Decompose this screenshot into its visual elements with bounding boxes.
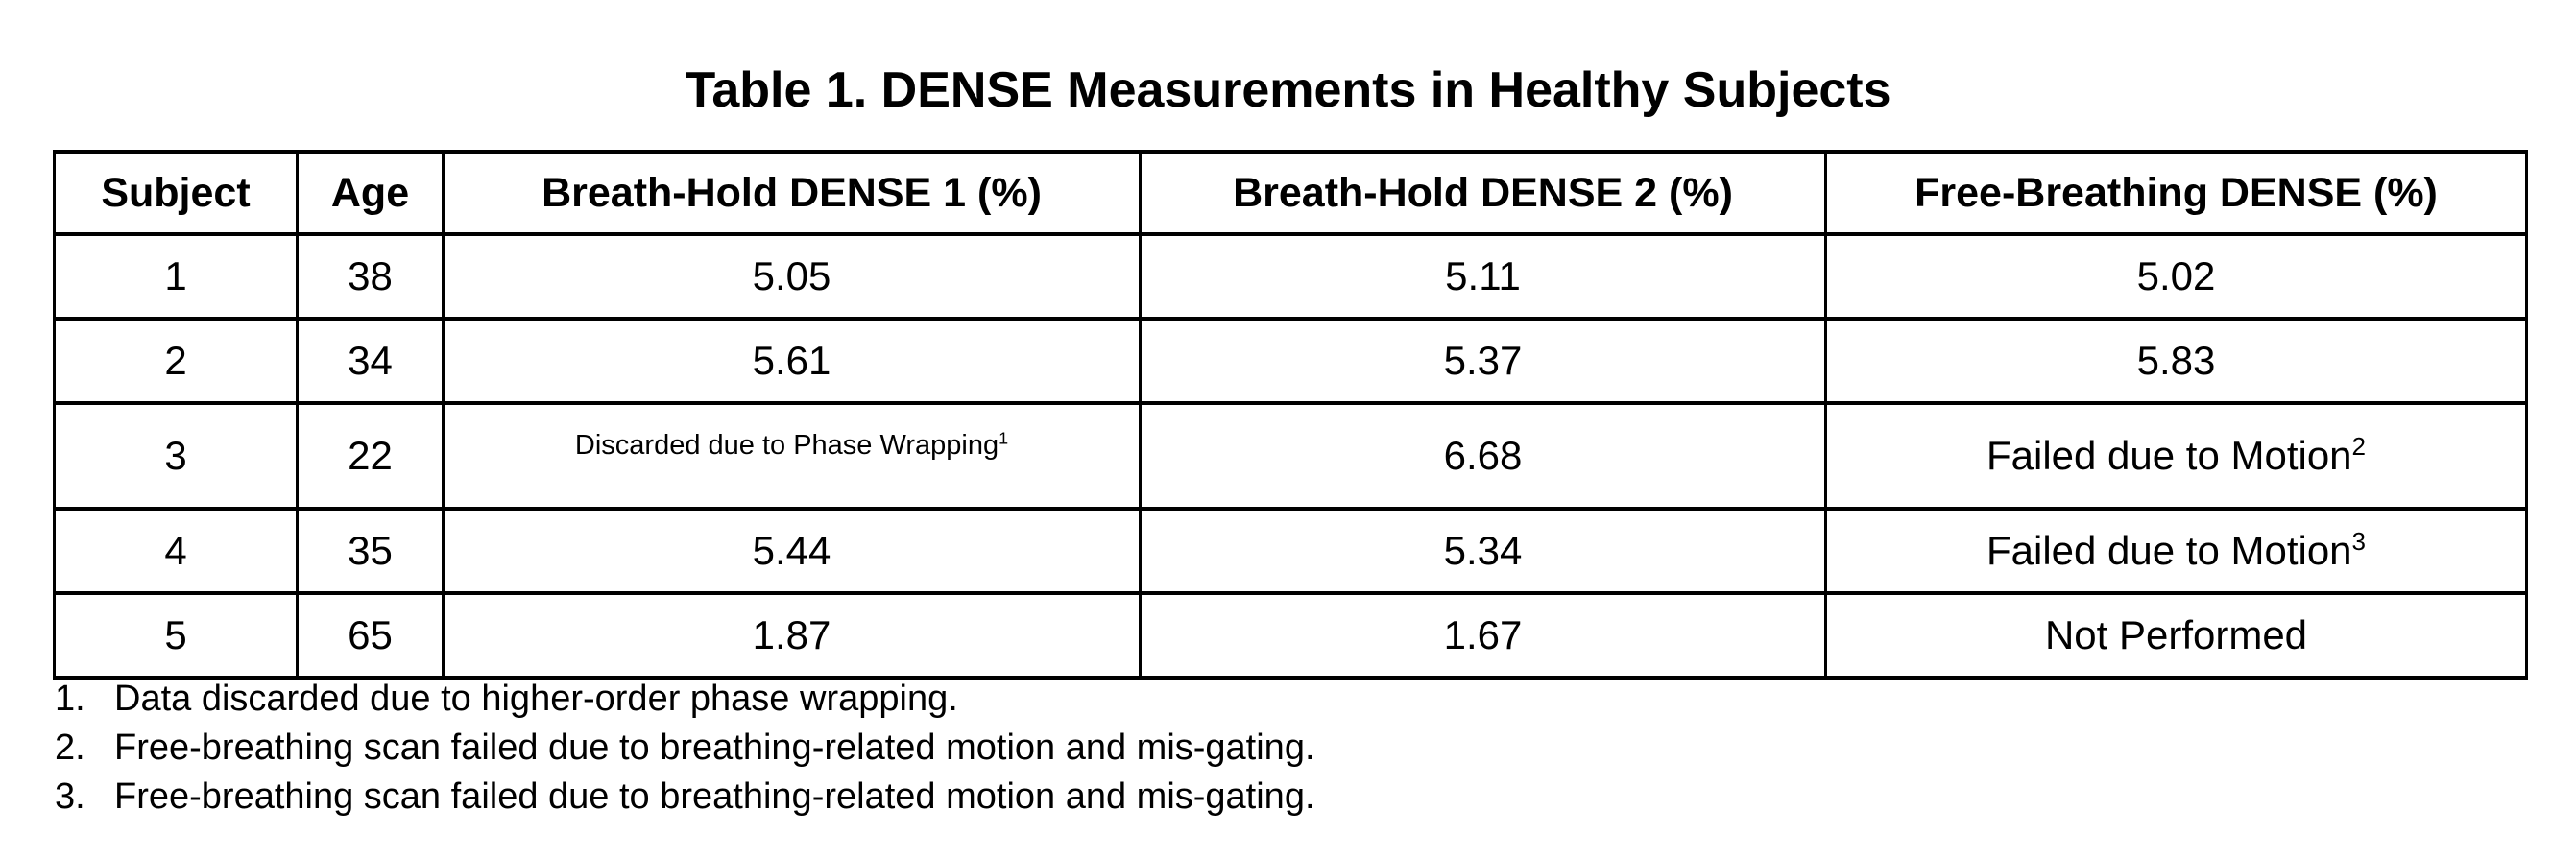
cell-subject: 3 [53,401,299,511]
footnote-superscript: 3 [2351,527,2367,556]
column-header-4: Free-Breathing DENSE (%) [1824,150,2528,236]
cell-age: 38 [296,232,445,321]
cell-age: 22 [296,401,445,511]
footnote-number: 2. [55,728,85,768]
cell-subject: 2 [53,317,299,405]
table-row: 4 35 5.44 5.34 Failed due to Motion3 [53,507,2528,595]
cell-bh1: 1.87 [442,591,1142,680]
cell-bh2: 5.37 [1139,317,1827,405]
cell-bh1: Discarded due to Phase Wrapping1 [442,401,1142,511]
cell-bh2: 1.67 [1139,591,1827,680]
footnote-number: 1. [55,679,85,719]
cell-age: 35 [296,507,445,595]
footnote: 3. Free-breathing scan failed due to brea… [55,773,1315,822]
cell-fb: 5.02 [1824,232,2528,321]
cell-fb: Failed due to Motion2 [1824,401,2528,511]
cell-subject: 5 [53,591,299,680]
table-body: 1 38 5.05 5.11 5.02 2 34 5.61 5.37 5.83 3 22 Discard… [53,232,2528,680]
cell-fb: Not Performed [1824,591,2528,680]
cell-fb: Failed due to Motion3 [1824,507,2528,595]
cell-bh2: 5.11 [1139,232,1827,321]
footnote-superscript: 1 [999,427,1009,447]
cell-fb: 5.83 [1824,317,2528,405]
cell-bh1: 5.05 [442,232,1142,321]
footnote: 1. Data discarded due to higher-order pha… [55,675,1315,724]
column-header-0: Subject [53,150,299,236]
table-title: Table 1. DENSE Measurements in Healthy S… [685,62,1891,118]
footnote-text: Free-breathing scan failed due to breath… [114,728,1315,768]
header-row: Subject Age Breath-Hold DENSE 1 (%) Breath-… [53,150,2528,236]
table-row: 2 34 5.61 5.37 5.83 [53,317,2528,405]
cell-subject: 1 [53,232,299,321]
dense-measurements-table: Subject Age Breath-Hold DENSE 1 (%) Breath-… [53,150,2528,680]
footnote-superscript: 2 [2351,432,2367,461]
column-header-3: Breath-Hold DENSE 2 (%) [1139,150,1827,236]
footnote: 2. Free-breathing scan failed due to brea… [55,724,1315,773]
cell-age: 34 [296,317,445,405]
footnote-text: Free-breathing scan failed due to breath… [114,776,1315,817]
cell-bh2: 5.34 [1139,507,1827,595]
table-row: 3 22 Discarded due to Phase Wrapping1 6.68 F… [53,401,2528,511]
column-header-1: Age [296,150,445,236]
cell-age: 65 [296,591,445,680]
cell-bh1: 5.44 [442,507,1142,595]
column-header-2: Breath-Hold DENSE 1 (%) [442,150,1142,236]
footnote-text: Data discarded due to higher-order phase… [114,679,958,719]
cell-bh1: 5.61 [442,317,1142,405]
footnotes: 1. Data discarded due to higher-order pha… [55,675,1315,822]
table-row: 5 65 1.87 1.67 Not Performed [53,591,2528,680]
table-row: 1 38 5.05 5.11 5.02 [53,232,2528,321]
cell-subject: 4 [53,507,299,595]
cell-bh2: 6.68 [1139,401,1827,511]
footnote-number: 3. [55,776,85,817]
